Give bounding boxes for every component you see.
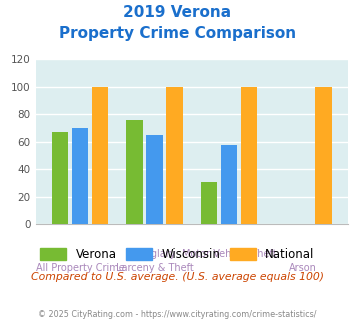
- Text: Burglary: Burglary: [134, 249, 175, 259]
- Bar: [146, 135, 163, 224]
- Bar: [201, 182, 217, 224]
- Bar: [72, 128, 88, 224]
- Text: Arson: Arson: [289, 263, 317, 273]
- Bar: [241, 87, 257, 224]
- Bar: [315, 87, 332, 224]
- Text: Larceny & Theft: Larceny & Theft: [116, 263, 193, 273]
- Bar: [221, 145, 237, 224]
- Text: Motor Vehicle Theft: Motor Vehicle Theft: [181, 249, 276, 259]
- Bar: [166, 87, 183, 224]
- Bar: [126, 120, 143, 224]
- Text: 2019 Verona: 2019 Verona: [124, 5, 231, 20]
- Text: Property Crime Comparison: Property Crime Comparison: [59, 26, 296, 41]
- Text: © 2025 CityRating.com - https://www.cityrating.com/crime-statistics/: © 2025 CityRating.com - https://www.city…: [38, 310, 317, 319]
- Text: Compared to U.S. average. (U.S. average equals 100): Compared to U.S. average. (U.S. average …: [31, 272, 324, 282]
- Text: All Property Crime: All Property Crime: [36, 263, 125, 273]
- Bar: [52, 132, 68, 224]
- Bar: [92, 87, 108, 224]
- Legend: Verona, Wisconsin, National: Verona, Wisconsin, National: [34, 242, 321, 267]
